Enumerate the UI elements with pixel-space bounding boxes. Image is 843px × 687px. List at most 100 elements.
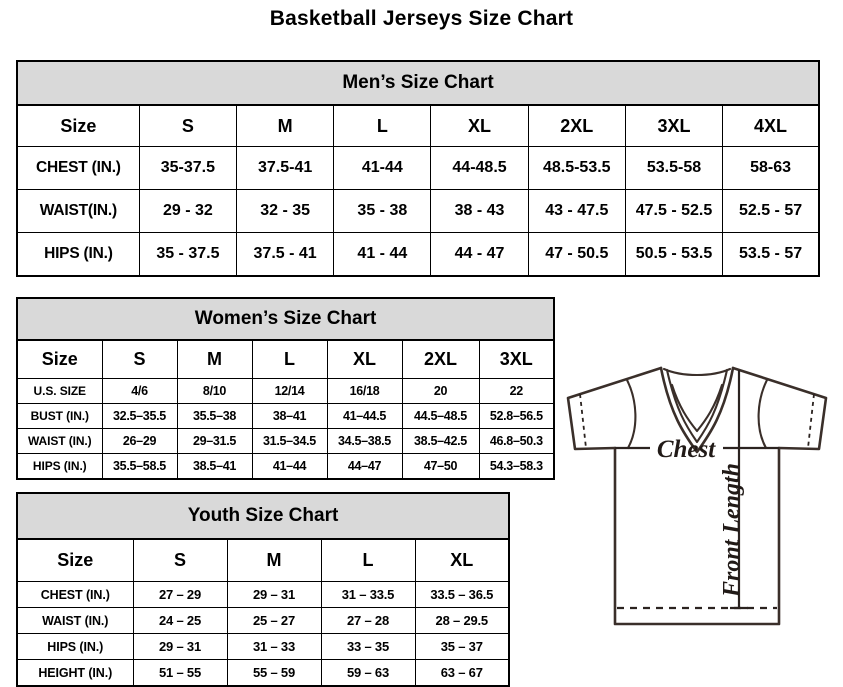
mens-hips-2xl: 47 - 50.5 [527, 232, 626, 277]
womens-col-l: L [251, 339, 328, 379]
youth-col-m: M [226, 538, 322, 582]
mens-chart-band-title: Men’s Size Chart [16, 60, 820, 106]
table-row: BUST (IN.) 32.5–35.5 35.5–38 38–41 41–44… [16, 403, 555, 429]
mens-row-label-waist: WAIST(IN.) [16, 189, 140, 233]
mens-hips-l: 41 - 44 [333, 232, 432, 277]
front-length-measure-label: Front Length [719, 463, 745, 598]
table-row: CHEST (IN.) 27 – 29 29 – 31 31 – 33.5 33… [16, 581, 510, 608]
youth-chest-xl: 33.5 – 36.5 [414, 581, 510, 608]
womens-chart-header-row: Size S M L XL 2XL 3XL [16, 339, 555, 379]
womens-bust-l: 38–41 [251, 403, 328, 429]
mens-hips-3xl: 50.5 - 53.5 [624, 232, 724, 277]
jersey-collar-top-edge [662, 367, 732, 376]
youth-waist-l: 27 – 28 [320, 607, 416, 634]
womens-waist-m: 29–31.5 [176, 428, 253, 454]
womens-ussize-xl: 16/18 [326, 378, 403, 404]
jersey-measurement-diagram: Chest Front Length [524, 352, 843, 672]
womens-waist-l: 31.5–34.5 [251, 428, 328, 454]
mens-chest-2xl: 48.5-53.5 [527, 146, 626, 190]
jersey-vneck-band-inner [670, 383, 724, 433]
womens-size-chart-table: Women’s Size Chart Size S M L XL 2XL 3XL… [16, 297, 556, 480]
table-row: WAIST (IN.) 26–29 29–31.5 31.5–34.5 34.5… [16, 428, 555, 454]
mens-waist-2xl: 43 - 47.5 [527, 189, 626, 233]
womens-hips-m: 38.5–41 [176, 453, 253, 480]
mens-col-xl: XL [430, 104, 529, 147]
youth-chest-l: 31 – 33.5 [320, 581, 416, 608]
womens-hips-l: 41–44 [251, 453, 328, 480]
youth-waist-xl: 28 – 29.5 [414, 607, 510, 634]
womens-chart-band-row: Women’s Size Chart [16, 297, 555, 341]
womens-hips-xl: 44–47 [326, 453, 403, 480]
youth-size-chart-table: Youth Size Chart Size S M L XL CHEST (IN… [16, 492, 511, 687]
youth-chart-band-row: Youth Size Chart [16, 492, 510, 540]
mens-waist-3xl: 47.5 - 52.5 [624, 189, 724, 233]
chest-measure-label: Chest [657, 436, 716, 463]
mens-col-3xl: 3XL [624, 104, 724, 147]
mens-col-l: L [333, 104, 432, 147]
mens-col-4xl: 4XL [722, 104, 820, 147]
womens-hips-s: 35.5–58.5 [101, 453, 178, 480]
mens-waist-s: 29 - 32 [138, 189, 238, 233]
womens-col-xl: XL [326, 339, 403, 379]
mens-chest-l: 41-44 [333, 146, 432, 190]
jersey-body-outline [613, 446, 781, 626]
youth-chart-band-title: Youth Size Chart [16, 492, 510, 540]
womens-hips-2xl: 47–50 [401, 453, 480, 480]
womens-ussize-m: 8/10 [176, 378, 253, 404]
youth-chart-body: Youth Size Chart Size S M L XL CHEST (IN… [16, 492, 510, 687]
mens-row-label-chest: CHEST (IN.) [16, 146, 140, 190]
womens-waist-xl: 34.5–38.5 [326, 428, 403, 454]
mens-waist-l: 35 - 38 [333, 189, 432, 233]
mens-chest-m: 37.5-41 [235, 146, 335, 190]
jersey-right-cuff-dash [807, 393, 815, 449]
youth-hips-s: 29 – 31 [132, 633, 228, 660]
youth-hips-l: 33 – 35 [320, 633, 416, 660]
youth-col-s: S [132, 538, 228, 582]
womens-ussize-l: 12/14 [251, 378, 328, 404]
womens-col-s: S [101, 339, 178, 379]
mens-waist-m: 32 - 35 [235, 189, 335, 233]
mens-chest-4xl: 58-63 [722, 146, 820, 190]
jersey-left-sleeve-seam [625, 378, 637, 450]
mens-hips-m: 37.5 - 41 [235, 232, 335, 277]
jersey-vneck-band-outer [665, 368, 729, 444]
youth-chest-m: 29 – 31 [226, 581, 322, 608]
mens-chest-xl: 44-48.5 [430, 146, 529, 190]
womens-bust-s: 32.5–35.5 [101, 403, 178, 429]
youth-col-l: L [320, 538, 416, 582]
jersey-left-sleeve-outline [566, 366, 663, 451]
table-row: HIPS (IN.) 35 - 37.5 37.5 - 41 41 - 44 4… [16, 232, 820, 277]
mens-chest-3xl: 53.5-58 [624, 146, 724, 190]
womens-ussize-2xl: 20 [401, 378, 480, 404]
womens-col-m: M [176, 339, 253, 379]
womens-col-size: Size [16, 339, 103, 379]
youth-col-size: Size [16, 538, 134, 582]
jersey-right-sleeve-seam [757, 378, 769, 450]
womens-ussize-s: 4/6 [101, 378, 178, 404]
page-title: Basketball Jerseys Size Chart [269, 7, 574, 30]
youth-row-label-height: HEIGHT (IN.) [16, 659, 134, 687]
mens-hips-4xl: 53.5 - 57 [722, 232, 820, 277]
mens-chart-header-row: Size S M L XL 2XL 3XL 4XL [16, 104, 820, 147]
mens-waist-xl: 38 - 43 [430, 189, 529, 233]
womens-chart-body: Women’s Size Chart Size S M L XL 2XL 3XL… [16, 297, 555, 480]
youth-hips-xl: 35 – 37 [414, 633, 510, 660]
youth-row-label-waist: WAIST (IN.) [16, 607, 134, 634]
womens-col-3xl: 3XL [478, 339, 555, 379]
mens-row-label-hips: HIPS (IN.) [16, 232, 140, 277]
mens-chart-band-row: Men’s Size Chart [16, 60, 820, 106]
womens-row-label-waist: WAIST (IN.) [16, 428, 103, 454]
jersey-vneck-outer [659, 366, 735, 454]
jersey-right-sleeve-outline [731, 366, 828, 451]
youth-height-s: 51 – 55 [132, 659, 228, 687]
table-row: CHEST (IN.) 35-37.5 37.5-41 41-44 44-48.… [16, 146, 820, 190]
womens-hips-3xl: 54.3–58.3 [478, 453, 555, 480]
womens-waist-s: 26–29 [101, 428, 178, 454]
youth-height-m: 55 – 59 [226, 659, 322, 687]
mens-hips-s: 35 - 37.5 [138, 232, 238, 277]
youth-waist-m: 25 – 27 [226, 607, 322, 634]
table-row: HIPS (IN.) 35.5–58.5 38.5–41 41–44 44–47… [16, 453, 555, 480]
mens-col-s: S [138, 104, 238, 147]
mens-col-m: M [235, 104, 335, 147]
